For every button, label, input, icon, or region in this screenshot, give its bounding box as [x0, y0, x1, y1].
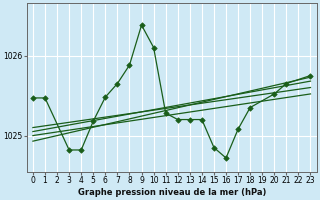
X-axis label: Graphe pression niveau de la mer (hPa): Graphe pression niveau de la mer (hPa)	[77, 188, 266, 197]
